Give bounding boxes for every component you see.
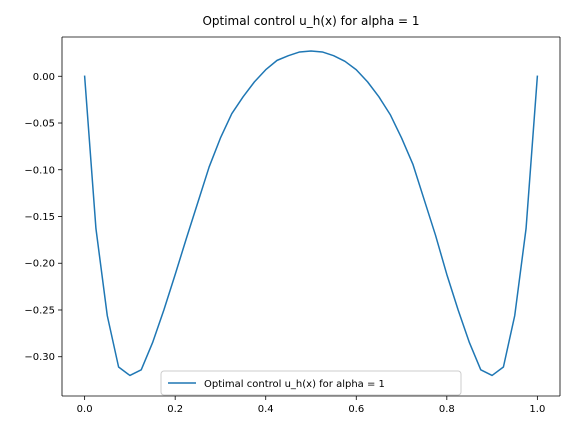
y-tick-label: −0.30 xyxy=(24,352,55,363)
y-tick-label: −0.15 xyxy=(24,212,55,223)
x-tick-label: 0.8 xyxy=(439,404,455,415)
y-tick-label: −0.20 xyxy=(24,259,55,270)
legend-label: Optimal control u_h(x) for alpha = 1 xyxy=(204,379,385,390)
chart-title: Optimal control u_h(x) for alpha = 1 xyxy=(202,14,419,28)
x-tick-label: 0.2 xyxy=(167,404,183,415)
x-tick-label: 1.0 xyxy=(529,404,545,415)
y-tick-label: −0.10 xyxy=(24,165,55,176)
x-tick-label: 0.4 xyxy=(258,404,274,415)
y-tick-label: −0.25 xyxy=(24,305,55,316)
x-tick-label: 0.0 xyxy=(77,404,93,415)
series-line-0 xyxy=(83,50,539,377)
x-tick-label: 0.6 xyxy=(348,404,364,415)
y-tick-label: −0.05 xyxy=(24,119,55,130)
legend-frame xyxy=(160,370,462,396)
y-tick-label: 0.00 xyxy=(33,72,55,83)
axes-layer: 0.0 0.2 0.4 0.6 0.8 1.0 0.00 −0.05 −0.10 −0.15 −0.… xyxy=(24,36,561,415)
series-layer xyxy=(83,50,539,377)
legend: Optimal control u_h(x) for alpha = 1 xyxy=(160,370,462,396)
